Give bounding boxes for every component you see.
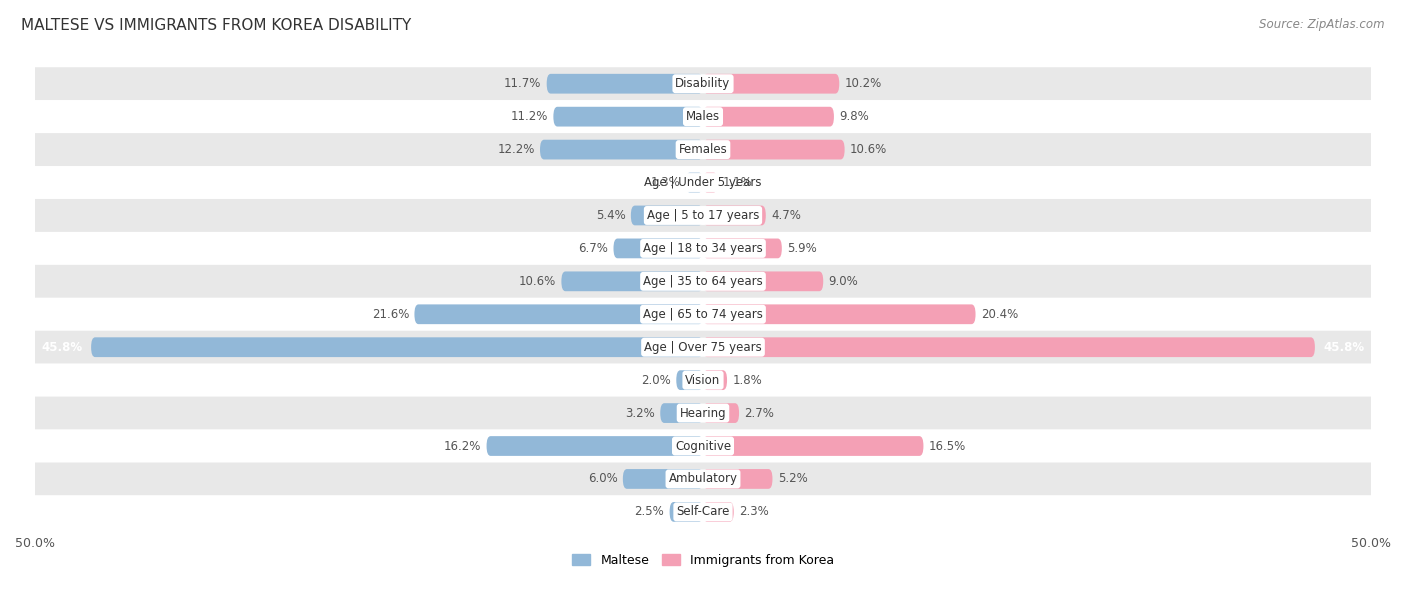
FancyBboxPatch shape (703, 502, 734, 522)
Text: Hearing: Hearing (679, 406, 727, 420)
Text: 1.1%: 1.1% (723, 176, 754, 189)
FancyBboxPatch shape (623, 469, 703, 489)
Text: 20.4%: 20.4% (981, 308, 1018, 321)
Text: 9.8%: 9.8% (839, 110, 869, 123)
Legend: Maltese, Immigrants from Korea: Maltese, Immigrants from Korea (567, 549, 839, 572)
Text: Cognitive: Cognitive (675, 439, 731, 452)
Text: Age | Under 5 years: Age | Under 5 years (644, 176, 762, 189)
Text: 21.6%: 21.6% (371, 308, 409, 321)
FancyBboxPatch shape (703, 337, 1315, 357)
Text: 2.7%: 2.7% (744, 406, 775, 420)
Text: 5.9%: 5.9% (787, 242, 817, 255)
Text: 16.2%: 16.2% (444, 439, 481, 452)
Text: Age | 18 to 34 years: Age | 18 to 34 years (643, 242, 763, 255)
Text: 1.3%: 1.3% (651, 176, 681, 189)
FancyBboxPatch shape (547, 74, 703, 94)
Text: 2.3%: 2.3% (740, 506, 769, 518)
Text: 2.5%: 2.5% (634, 506, 664, 518)
FancyBboxPatch shape (35, 100, 1371, 133)
FancyBboxPatch shape (35, 298, 1371, 330)
FancyBboxPatch shape (613, 239, 703, 258)
Text: Females: Females (679, 143, 727, 156)
FancyBboxPatch shape (703, 239, 782, 258)
Text: MALTESE VS IMMIGRANTS FROM KOREA DISABILITY: MALTESE VS IMMIGRANTS FROM KOREA DISABIL… (21, 18, 412, 34)
Text: 10.6%: 10.6% (851, 143, 887, 156)
Text: 5.4%: 5.4% (596, 209, 626, 222)
FancyBboxPatch shape (686, 173, 703, 192)
Text: Age | 35 to 64 years: Age | 35 to 64 years (643, 275, 763, 288)
FancyBboxPatch shape (703, 206, 766, 225)
FancyBboxPatch shape (35, 430, 1371, 463)
FancyBboxPatch shape (703, 74, 839, 94)
Text: 9.0%: 9.0% (828, 275, 858, 288)
FancyBboxPatch shape (35, 496, 1371, 528)
Text: Vision: Vision (685, 374, 721, 387)
FancyBboxPatch shape (35, 166, 1371, 199)
Text: 5.2%: 5.2% (778, 472, 807, 485)
FancyBboxPatch shape (35, 364, 1371, 397)
Text: Males: Males (686, 110, 720, 123)
FancyBboxPatch shape (35, 133, 1371, 166)
FancyBboxPatch shape (35, 199, 1371, 232)
FancyBboxPatch shape (35, 67, 1371, 100)
Text: 11.7%: 11.7% (503, 77, 541, 90)
FancyBboxPatch shape (703, 436, 924, 456)
FancyBboxPatch shape (540, 140, 703, 160)
Text: 10.2%: 10.2% (845, 77, 882, 90)
Text: 12.2%: 12.2% (498, 143, 534, 156)
FancyBboxPatch shape (703, 403, 740, 423)
Text: Age | Over 75 years: Age | Over 75 years (644, 341, 762, 354)
FancyBboxPatch shape (35, 463, 1371, 496)
FancyBboxPatch shape (703, 370, 727, 390)
FancyBboxPatch shape (415, 304, 703, 324)
FancyBboxPatch shape (703, 304, 976, 324)
Text: Age | 65 to 74 years: Age | 65 to 74 years (643, 308, 763, 321)
Text: 6.7%: 6.7% (578, 242, 609, 255)
FancyBboxPatch shape (703, 272, 824, 291)
FancyBboxPatch shape (703, 173, 717, 192)
FancyBboxPatch shape (703, 140, 845, 160)
Text: Disability: Disability (675, 77, 731, 90)
FancyBboxPatch shape (35, 265, 1371, 298)
FancyBboxPatch shape (554, 106, 703, 127)
FancyBboxPatch shape (35, 232, 1371, 265)
FancyBboxPatch shape (91, 337, 703, 357)
FancyBboxPatch shape (703, 469, 772, 489)
Text: 3.2%: 3.2% (626, 406, 655, 420)
Text: 6.0%: 6.0% (588, 472, 617, 485)
FancyBboxPatch shape (35, 330, 1371, 364)
Text: 10.6%: 10.6% (519, 275, 555, 288)
Text: Ambulatory: Ambulatory (668, 472, 738, 485)
Text: 45.8%: 45.8% (42, 341, 83, 354)
Text: Self-Care: Self-Care (676, 506, 730, 518)
Text: 45.8%: 45.8% (1323, 341, 1364, 354)
FancyBboxPatch shape (35, 397, 1371, 430)
FancyBboxPatch shape (631, 206, 703, 225)
Text: 16.5%: 16.5% (929, 439, 966, 452)
Text: 4.7%: 4.7% (770, 209, 801, 222)
FancyBboxPatch shape (561, 272, 703, 291)
FancyBboxPatch shape (661, 403, 703, 423)
Text: 1.8%: 1.8% (733, 374, 762, 387)
Text: Source: ZipAtlas.com: Source: ZipAtlas.com (1260, 18, 1385, 31)
FancyBboxPatch shape (676, 370, 703, 390)
FancyBboxPatch shape (669, 502, 703, 522)
Text: 11.2%: 11.2% (510, 110, 548, 123)
Text: Age | 5 to 17 years: Age | 5 to 17 years (647, 209, 759, 222)
FancyBboxPatch shape (486, 436, 703, 456)
FancyBboxPatch shape (703, 106, 834, 127)
Text: 2.0%: 2.0% (641, 374, 671, 387)
